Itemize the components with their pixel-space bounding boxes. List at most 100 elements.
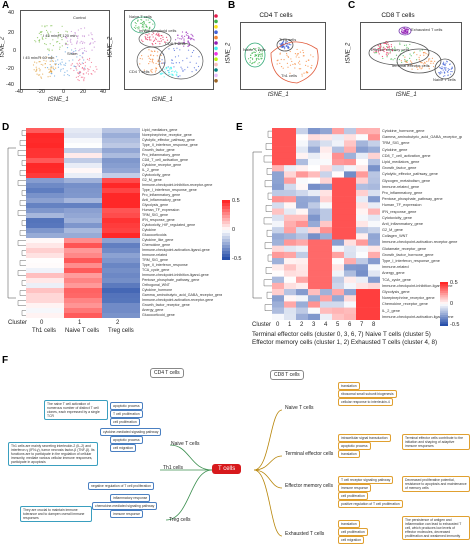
heatmap-cell bbox=[356, 282, 369, 290]
scatter-point bbox=[280, 66, 283, 68]
heatmap-cell bbox=[64, 163, 103, 169]
scatter-point bbox=[373, 48, 375, 50]
mindmap-cd4-title: CD4 T cells bbox=[150, 368, 184, 378]
scatter-point bbox=[413, 51, 416, 53]
scatter-point bbox=[180, 38, 182, 40]
heatmap-cell bbox=[332, 289, 345, 296]
heatmap-cell bbox=[308, 183, 321, 191]
cluster-legend-a bbox=[214, 14, 218, 83]
dendrogram-branch bbox=[17, 210, 26, 216]
tsne-scatter-cd8 bbox=[368, 26, 456, 80]
heatmap-cell bbox=[368, 301, 380, 308]
scatter-point bbox=[301, 73, 303, 75]
heatmap-cell bbox=[344, 258, 357, 265]
scatter-point bbox=[406, 46, 408, 48]
scatter-point bbox=[90, 61, 93, 64]
scatter-point bbox=[173, 49, 176, 52]
dendrogram-branch bbox=[264, 304, 272, 311]
colorbar-step bbox=[222, 239, 230, 243]
heatmap-cell bbox=[368, 165, 380, 172]
scatter-point bbox=[138, 27, 140, 29]
scatter-point bbox=[177, 76, 179, 78]
scatter-point bbox=[83, 27, 86, 29]
heatmap-cell bbox=[296, 245, 309, 253]
colorbar-step bbox=[440, 299, 448, 303]
legend-dot bbox=[214, 62, 218, 67]
heatmap-cell bbox=[102, 173, 140, 179]
scatter-point bbox=[65, 30, 67, 32]
heatmap-cell bbox=[64, 248, 103, 254]
scatter-point bbox=[255, 59, 258, 61]
scatter-point bbox=[35, 66, 37, 68]
heatmap-cell bbox=[308, 202, 321, 209]
heatmap-cell bbox=[26, 178, 65, 184]
scatter-point bbox=[404, 56, 406, 58]
scatter-point bbox=[254, 54, 256, 56]
scatter-point bbox=[148, 33, 150, 35]
heatmap-cell bbox=[296, 220, 309, 228]
scatter-point bbox=[442, 75, 445, 77]
cd8-terminal-note: Terminal effector cells contribute to th… bbox=[402, 434, 470, 450]
scatter-point bbox=[189, 61, 191, 63]
annotation-b-th1: Th1 cells bbox=[281, 73, 298, 78]
gene-label: Immune-checkpoint-inhibition-ligand-gene bbox=[382, 283, 453, 288]
heatmap-cell bbox=[64, 173, 103, 179]
scatter-point bbox=[51, 49, 53, 51]
gene-label: Cytokine_hormone_gene bbox=[382, 129, 425, 133]
scatter-point bbox=[447, 68, 449, 70]
heatmap-cell bbox=[102, 273, 140, 279]
scatter-point bbox=[300, 68, 302, 70]
scatter-point bbox=[61, 39, 63, 41]
scatter-point bbox=[423, 54, 425, 56]
heatmap-cell bbox=[308, 128, 321, 135]
heatmap-cell bbox=[272, 134, 285, 141]
heatmap-cell bbox=[356, 301, 369, 308]
scatter-point bbox=[66, 47, 69, 49]
heatmap-cell bbox=[26, 138, 65, 144]
scatter-point bbox=[160, 40, 163, 42]
heatmap-cell bbox=[64, 158, 103, 164]
heatmap-cell bbox=[102, 193, 140, 199]
scatter-point bbox=[162, 38, 164, 41]
scatter-point bbox=[182, 37, 184, 39]
heatmap-cell bbox=[272, 239, 285, 246]
scatter-point bbox=[449, 73, 452, 75]
scatter-point bbox=[59, 46, 61, 48]
cluster-d-0: 0 bbox=[40, 320, 44, 326]
scatter-point bbox=[286, 44, 288, 46]
annotation-c-naive: Naive T cells bbox=[433, 77, 456, 82]
heatmap-cell bbox=[320, 177, 333, 185]
scatter-point bbox=[395, 54, 398, 56]
scatter-point bbox=[79, 42, 81, 44]
heatmap-cell bbox=[296, 289, 309, 296]
scatter-point bbox=[137, 19, 139, 21]
scatter-point bbox=[382, 47, 384, 49]
heatmap-cell bbox=[296, 282, 309, 290]
scatter-point bbox=[86, 58, 89, 60]
scatter-point bbox=[191, 34, 193, 36]
scatter-point bbox=[432, 62, 434, 64]
heatmap-cell bbox=[102, 133, 140, 139]
annotation-cd4: CD4 T cells bbox=[129, 69, 150, 74]
colorbar-step bbox=[222, 206, 230, 210]
scatter-point bbox=[145, 33, 147, 36]
scatter-point bbox=[70, 41, 72, 43]
gene-label: Collagen_WNT bbox=[382, 234, 408, 239]
scatter-point bbox=[49, 60, 51, 62]
colorbar-step bbox=[222, 233, 230, 237]
scatter-point bbox=[74, 31, 76, 34]
scatter-point bbox=[282, 67, 284, 69]
scatter-point bbox=[179, 49, 181, 51]
scatter-point bbox=[65, 36, 67, 38]
scatter-point bbox=[151, 68, 153, 71]
gene-label: IL_2_gene bbox=[382, 308, 400, 313]
colorbar-step bbox=[440, 310, 448, 314]
scatter-point bbox=[71, 43, 73, 45]
scatter-point bbox=[445, 62, 447, 64]
heatmap-cell bbox=[272, 276, 285, 284]
gene-label: G2_M_gene bbox=[382, 228, 403, 233]
scatter-point bbox=[151, 61, 153, 63]
gene-label: Gamma_aminobutyric_acid_GABA_receptor_ge… bbox=[142, 293, 222, 297]
gene-label: CD8_T_cell_activation_gene bbox=[142, 158, 188, 162]
gene-label: IFN_response_gene bbox=[382, 209, 417, 214]
